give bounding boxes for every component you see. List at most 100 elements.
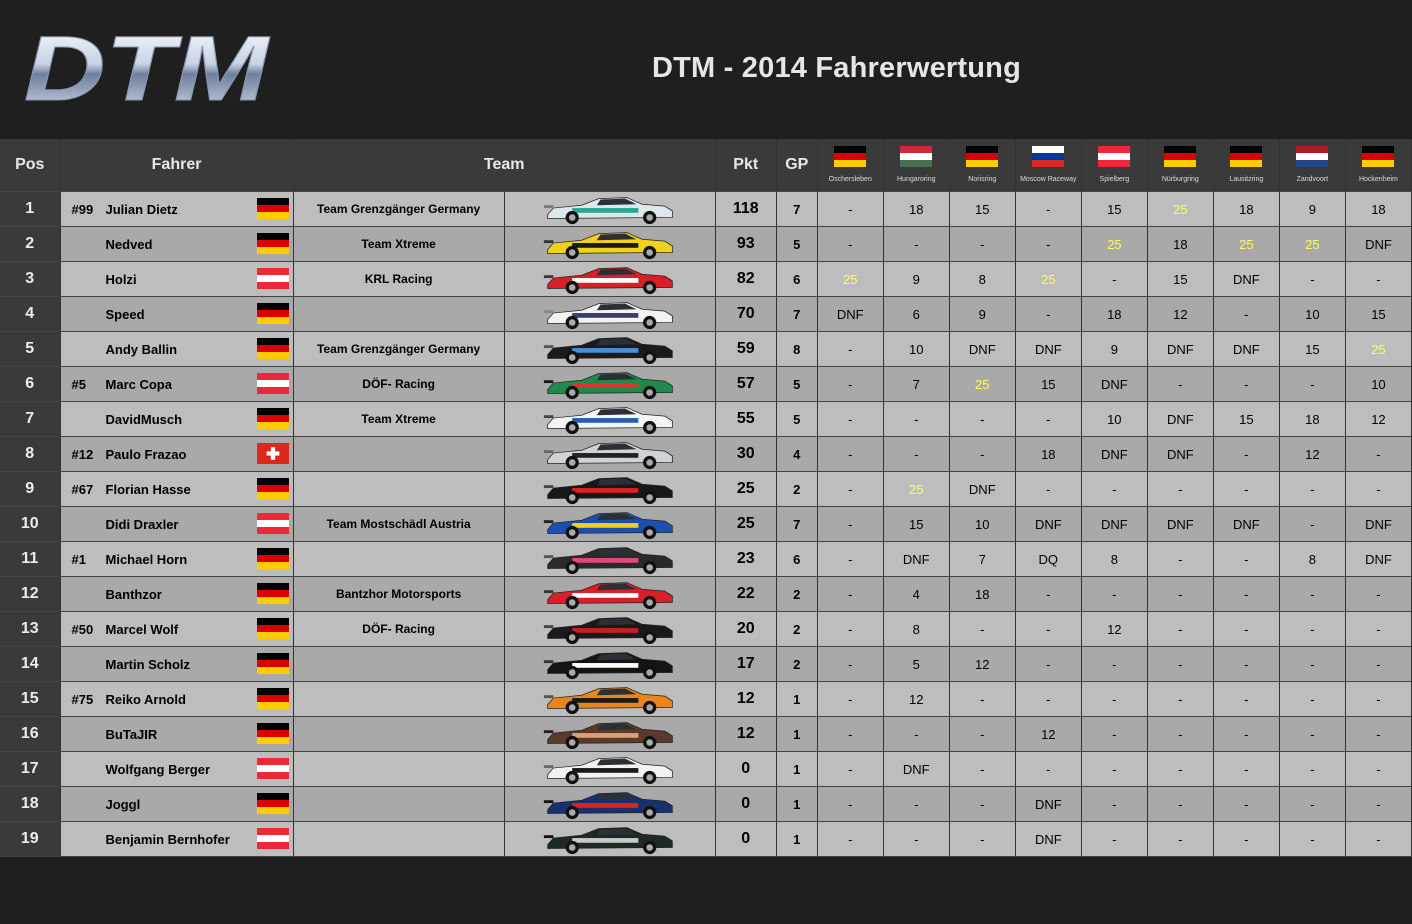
- race-result-cell: 12: [1345, 401, 1412, 437]
- race-result-cell: 15: [1147, 261, 1214, 297]
- race-result-cell: 4: [883, 576, 950, 612]
- driver-cell: #67 Florian Hasse: [60, 471, 294, 507]
- flag-germany-icon: [256, 583, 289, 604]
- driver-name: Didi Draxler: [105, 517, 179, 532]
- race-result-cell: -: [1147, 471, 1214, 507]
- race-result-cell: DNF: [1147, 436, 1214, 472]
- race-result-cell: -: [1279, 576, 1346, 612]
- driver-name: BuTaJIR: [105, 727, 158, 742]
- col-header-driver: Fahrer: [60, 139, 294, 192]
- race-header-content: Norisring: [950, 141, 1015, 183]
- table-row: 3 Holzi KRL Racing 82 6 25 9 8 25-15 DNF - -: [0, 261, 1412, 297]
- race-result-cell: -: [949, 436, 1016, 472]
- race-car-image: [543, 827, 673, 855]
- team-cell: [293, 296, 505, 332]
- race-name: Hungaroring: [897, 176, 936, 183]
- team-cell: [293, 786, 505, 822]
- race-name: Moscow Raceway: [1020, 176, 1077, 183]
- race-result-cell: 18: [1213, 191, 1280, 227]
- race-result-cell: -: [949, 751, 1016, 787]
- table-header-row: Pos Fahrer Team Pkt GP Oschersleben Hunga…: [0, 139, 1412, 192]
- race-result-cell: -: [1081, 786, 1148, 822]
- table-row: 1 #99 Julian Dietz Team Grenzgänger Germany…: [0, 191, 1412, 227]
- car-number: #1: [71, 552, 86, 567]
- points-cell: 93: [715, 226, 777, 262]
- race-result-cell: -: [817, 786, 884, 822]
- gp-count-cell: 7: [776, 191, 818, 227]
- race-car-image: [543, 372, 673, 400]
- race-result-cell: 8: [883, 611, 950, 647]
- race-result-cell: 18: [1345, 191, 1412, 227]
- driver-cell: BuTaJIR: [60, 716, 294, 752]
- race-result-cell: -: [1015, 751, 1082, 787]
- driver-cell: DavidMusch: [60, 401, 294, 437]
- race-result-cell: -: [1015, 191, 1082, 227]
- car-cell: [504, 611, 716, 647]
- flag-germany-icon: [1362, 146, 1395, 167]
- driver-cell: #5 Marc Copa: [60, 366, 294, 402]
- race-result-cell: 15: [1015, 366, 1082, 402]
- race-result-cell: -: [817, 576, 884, 612]
- car-cell: [504, 786, 716, 822]
- race-name: Hockenheim: [1358, 176, 1398, 183]
- race-result-cell: -: [1147, 576, 1214, 612]
- race-result-cell: -: [1081, 261, 1148, 297]
- driver-name: Andy Ballin: [105, 342, 178, 357]
- position-cell: 12: [0, 576, 61, 612]
- race-result-cell: 8: [949, 261, 1016, 297]
- flag-austria-icon: [256, 758, 289, 779]
- race-result-cell: DNF: [1081, 366, 1148, 402]
- race-result-cell: -: [1081, 576, 1148, 612]
- race-result-cell: 12: [1081, 611, 1148, 647]
- race-result-cell: -: [1213, 646, 1280, 682]
- team-cell: Team Xtreme: [293, 226, 505, 262]
- team-cell: [293, 646, 505, 682]
- driver-cell: #99 Julian Dietz: [60, 191, 294, 227]
- points-cell: 25: [715, 471, 777, 507]
- team-cell: Bantzhor Motorsports: [293, 576, 505, 612]
- driver-cell: Wolfgang Berger: [60, 751, 294, 787]
- gp-count-cell: 7: [776, 296, 818, 332]
- race-result-cell: -: [1345, 471, 1412, 507]
- race-result-cell: 10: [1279, 296, 1346, 332]
- driver-name: Julian Dietz: [105, 202, 178, 217]
- race-result-cell: -: [1345, 611, 1412, 647]
- race-name: Spielberg: [1099, 176, 1130, 183]
- race-header-content: Spielberg: [1082, 141, 1147, 183]
- flag-germany-icon: [1230, 146, 1263, 167]
- team-cell: Team Grenzgänger Germany: [293, 331, 505, 367]
- race-result-cell: -: [817, 226, 884, 262]
- points-cell: 82: [715, 261, 777, 297]
- flag-germany-icon: [256, 338, 289, 359]
- car-cell: [504, 751, 716, 787]
- race-result-cell: -: [817, 366, 884, 402]
- race-result-cell: -: [1213, 576, 1280, 612]
- flag-germany-icon: [256, 548, 289, 569]
- race-result-cell: -: [817, 821, 884, 857]
- flag-hungary-icon: [900, 146, 933, 167]
- race-result-cell: -: [1279, 751, 1346, 787]
- race-result-cell: 25: [1081, 226, 1148, 262]
- flag-germany-icon: [256, 793, 289, 814]
- table-row: 17 Wolfgang Berger 0 1- DNF - - - - - - -: [0, 751, 1412, 787]
- table-row: 8 #12 Paulo Frazao 30 4- - -18 DNF DNF -12-: [0, 436, 1412, 472]
- race-result-cell: DNF: [1345, 506, 1412, 542]
- race-car-image: [543, 547, 673, 575]
- race-result-cell: -: [1147, 681, 1214, 717]
- race-result-cell: -: [817, 506, 884, 542]
- race-result-cell: DNF: [1147, 401, 1214, 437]
- race-result-cell: -: [949, 226, 1016, 262]
- driver-cell: #1 Michael Horn: [60, 541, 294, 577]
- table-row: 6 #5 Marc Copa DÖF- Racing 57 5-7 25 15 DNF - - -10: [0, 366, 1412, 402]
- position-cell: 17: [0, 751, 61, 787]
- flag-germany-icon: [834, 146, 867, 167]
- race-result-cell: DNF: [883, 751, 950, 787]
- driver-name: Speed: [105, 307, 145, 322]
- race-result-cell: -: [949, 611, 1016, 647]
- race-result-cell: -: [1015, 681, 1082, 717]
- driver-cell: Speed: [60, 296, 294, 332]
- car-cell: [504, 506, 716, 542]
- team-cell: [293, 821, 505, 857]
- race-result-cell: -: [1213, 436, 1280, 472]
- race-result-cell: 9: [883, 261, 950, 297]
